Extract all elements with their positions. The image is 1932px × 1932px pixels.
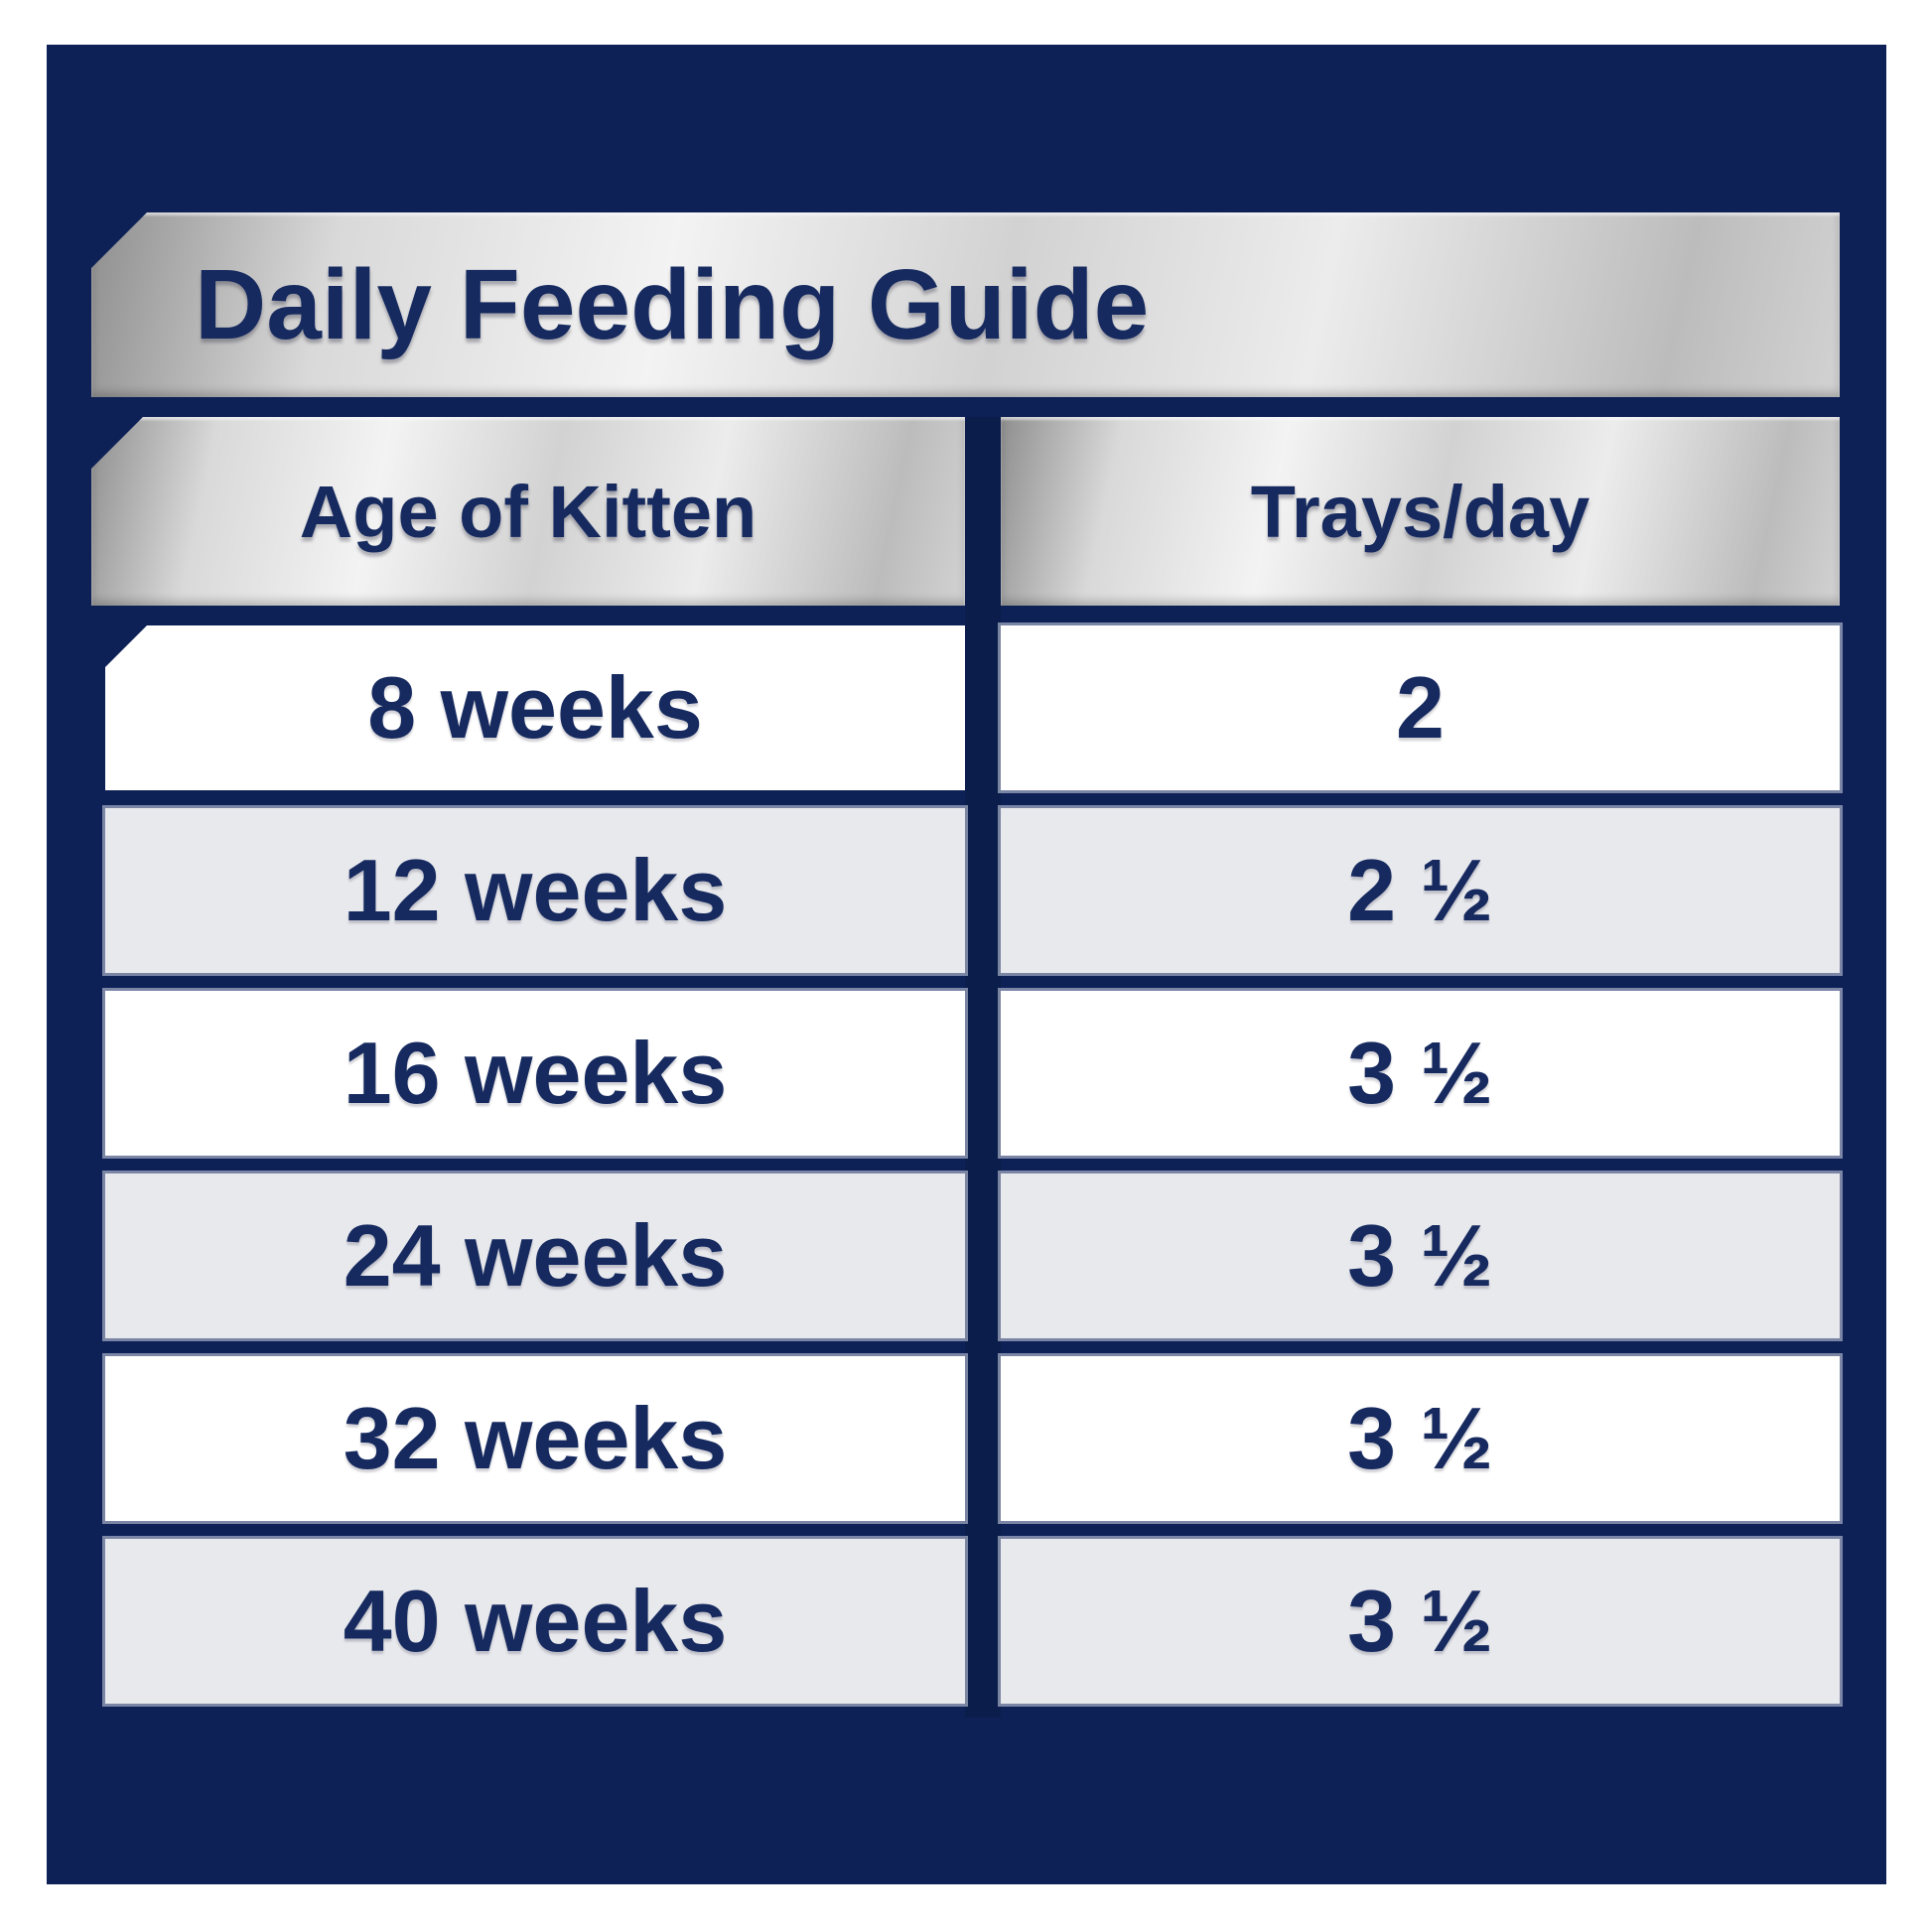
table-row: 16 weeks 3 ½ — [47, 991, 1886, 1156]
trays-cell: 3 ½ — [1001, 1356, 1840, 1521]
age-cell: 24 weeks — [105, 1173, 965, 1338]
age-cell: 8 weeks — [105, 625, 965, 790]
trays-cell: 2 ½ — [1001, 808, 1840, 973]
trays-cell: 3 ½ — [1001, 991, 1840, 1156]
column-header-trays-label: Trays/day — [1250, 470, 1590, 553]
feeding-table-rows: 8 weeks 2 12 weeks 2 ½ 16 weeks 3 ½ 24 weeks 3 … — [47, 625, 1886, 1722]
table-row: 12 weeks 2 ½ — [47, 808, 1886, 973]
trays-cell: 3 ½ — [1001, 1173, 1840, 1338]
age-cell: 40 weeks — [105, 1539, 965, 1704]
table-row: 40 weeks 3 ½ — [47, 1539, 1886, 1704]
table-row: 8 weeks 2 — [47, 625, 1886, 790]
trays-cell: 2 — [1001, 625, 1840, 790]
age-cell: 16 weeks — [105, 991, 965, 1156]
table-row: 24 weeks 3 ½ — [47, 1173, 1886, 1338]
age-cell: 32 weeks — [105, 1356, 965, 1521]
age-cell: 12 weeks — [105, 808, 965, 973]
trays-cell: 3 ½ — [1001, 1539, 1840, 1704]
column-header-trays-per-day: Trays/day — [1001, 417, 1840, 606]
title-banner: Daily Feeding Guide — [91, 212, 1840, 397]
column-header-age-of-kitten: Age of Kitten — [91, 417, 965, 606]
page-title: Daily Feeding Guide — [195, 248, 1150, 360]
navy-panel: Daily Feeding Guide Age of Kitten Trays/… — [47, 45, 1886, 1884]
table-row: 32 weeks 3 ½ — [47, 1356, 1886, 1521]
column-header-age-label: Age of Kitten — [299, 470, 758, 553]
column-divider — [965, 417, 1001, 1718]
